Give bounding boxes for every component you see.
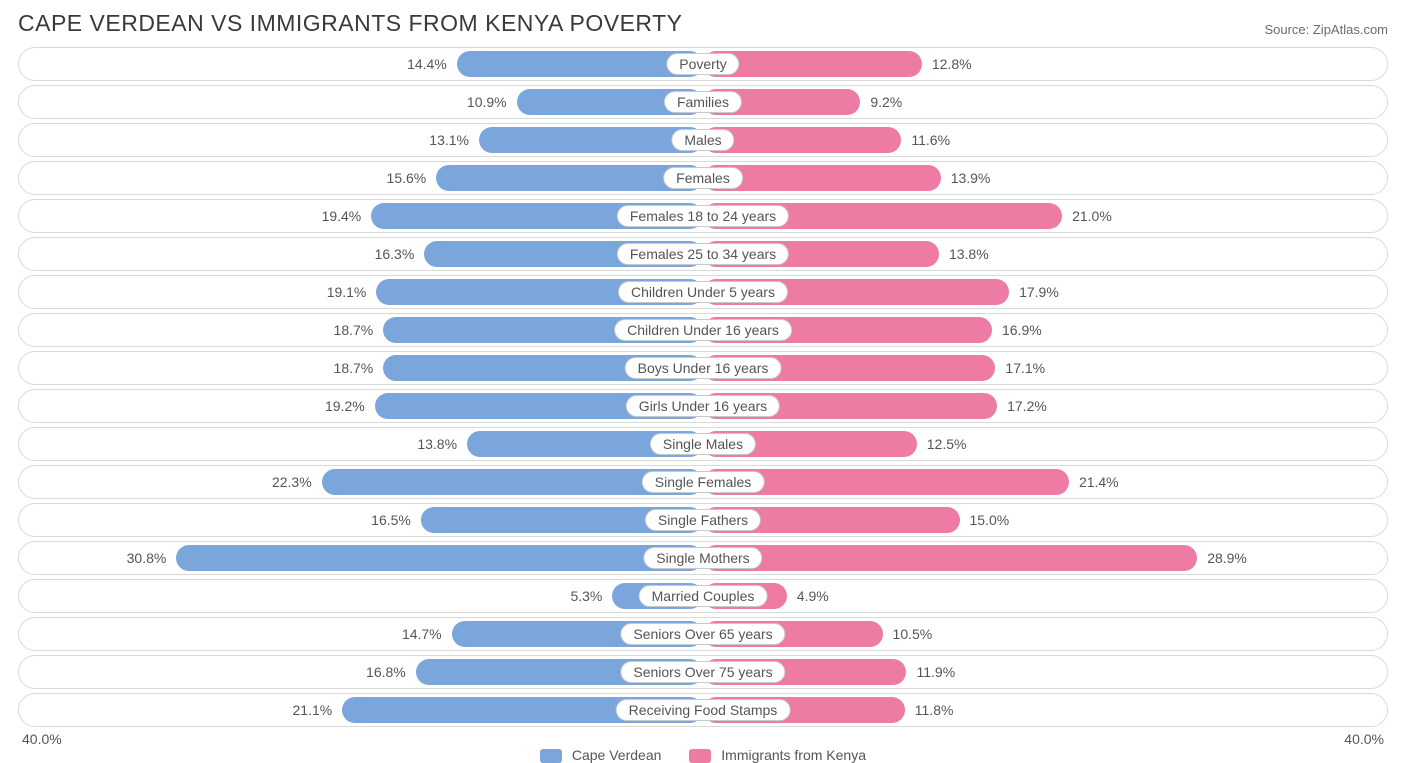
value-left: 13.8%: [417, 436, 457, 452]
category-label: Children Under 5 years: [618, 281, 788, 303]
legend: Cape Verdean Immigrants from Kenya: [540, 747, 866, 763]
category-label: Females 25 to 34 years: [617, 243, 789, 265]
category-label: Single Mothers: [643, 547, 762, 569]
category-label: Males: [671, 129, 734, 151]
value-left: 19.4%: [322, 208, 362, 224]
category-label: Seniors Over 75 years: [620, 661, 785, 683]
value-left: 14.7%: [402, 626, 442, 642]
category-label: Girls Under 16 years: [626, 395, 780, 417]
value-right: 15.0%: [970, 512, 1010, 528]
bar-left: [176, 545, 703, 571]
legend-swatch-left: [540, 749, 562, 763]
axis-left-max: 40.0%: [22, 731, 62, 747]
value-left: 15.6%: [387, 170, 427, 186]
chart-row: 16.5% 15.0% Single Fathers: [18, 503, 1388, 537]
legend-item-right: Immigrants from Kenya: [689, 747, 866, 763]
chart-row: 19.4% 21.0% Females 18 to 24 years: [18, 199, 1388, 233]
value-left: 16.3%: [375, 246, 415, 262]
category-label: Single Males: [650, 433, 756, 455]
chart-row: 19.1% 17.9% Children Under 5 years: [18, 275, 1388, 309]
value-left: 22.3%: [272, 474, 312, 490]
chart-row: 16.8% 11.9% Seniors Over 75 years: [18, 655, 1388, 689]
chart-row: 19.2% 17.2% Girls Under 16 years: [18, 389, 1388, 423]
chart-row: 13.1% 11.6% Males: [18, 123, 1388, 157]
category-label: Single Females: [642, 471, 765, 493]
bar-left: [479, 127, 703, 153]
value-right: 17.1%: [1005, 360, 1045, 376]
chart-row: 5.3% 4.9% Married Couples: [18, 579, 1388, 613]
legend-label-left: Cape Verdean: [572, 747, 662, 763]
x-axis-labels: 40.0% 40.0%: [18, 731, 1388, 747]
chart-row: 22.3% 21.4% Single Females: [18, 465, 1388, 499]
value-left: 19.2%: [325, 398, 365, 414]
value-right: 11.9%: [916, 664, 955, 680]
category-label: Females 18 to 24 years: [617, 205, 789, 227]
category-label: Families: [664, 91, 742, 113]
chart-row: 30.8% 28.9% Single Mothers: [18, 541, 1388, 575]
value-right: 17.2%: [1007, 398, 1047, 414]
legend-swatch-right: [689, 749, 711, 763]
chart-source: Source: ZipAtlas.com: [1264, 22, 1388, 37]
chart-row: 10.9% 9.2% Families: [18, 85, 1388, 119]
value-right: 12.5%: [927, 436, 967, 452]
chart-row: 18.7% 17.1% Boys Under 16 years: [18, 351, 1388, 385]
chart-row: 16.3% 13.8% Females 25 to 34 years: [18, 237, 1388, 271]
value-left: 16.5%: [371, 512, 411, 528]
value-left: 30.8%: [127, 550, 167, 566]
value-right: 21.4%: [1079, 474, 1119, 490]
chart-footer: 40.0% 40.0% Cape Verdean Immigrants from…: [18, 731, 1388, 753]
value-left: 21.1%: [293, 702, 333, 718]
value-right: 13.8%: [949, 246, 989, 262]
value-right: 10.5%: [893, 626, 933, 642]
chart-header: CAPE VERDEAN VS IMMIGRANTS FROM KENYA PO…: [18, 10, 1388, 37]
diverging-bar-chart: 14.4%12.8%Poverty10.9%9.2%Families13.1%1…: [18, 47, 1388, 727]
category-label: Single Fathers: [645, 509, 761, 531]
chart-title: CAPE VERDEAN VS IMMIGRANTS FROM KENYA PO…: [18, 10, 683, 37]
value-right: 12.8%: [932, 56, 972, 72]
chart-row: 18.7% 16.9% Children Under 16 years: [18, 313, 1388, 347]
value-right: 9.2%: [870, 94, 902, 110]
chart-row: 14.7% 10.5% Seniors Over 65 years: [18, 617, 1388, 651]
value-left: 18.7%: [334, 322, 374, 338]
value-left: 16.8%: [366, 664, 406, 680]
value-right: 4.9%: [797, 588, 829, 604]
chart-row: 15.6% 13.9% Females: [18, 161, 1388, 195]
category-label: Females: [663, 167, 743, 189]
value-left: 19.1%: [327, 284, 367, 300]
category-label: Seniors Over 65 years: [620, 623, 785, 645]
category-label: Receiving Food Stamps: [616, 699, 791, 721]
value-left: 10.9%: [467, 94, 507, 110]
value-right: 11.6%: [911, 132, 950, 148]
value-right: 17.9%: [1019, 284, 1059, 300]
value-right: 11.8%: [915, 702, 954, 718]
chart-row: 21.1% 11.8% Receiving Food Stamps: [18, 693, 1388, 727]
value-left: 18.7%: [334, 360, 374, 376]
chart-row: 14.4% 12.8% Poverty: [18, 47, 1388, 81]
category-label: Married Couples: [639, 585, 768, 607]
value-left: 14.4%: [407, 56, 447, 72]
value-left: 5.3%: [570, 588, 602, 604]
category-label: Children Under 16 years: [614, 319, 792, 341]
category-label: Boys Under 16 years: [625, 357, 782, 379]
bar-right: [703, 545, 1197, 571]
value-right: 13.9%: [951, 170, 991, 186]
axis-right-max: 40.0%: [1344, 731, 1384, 747]
value-right: 16.9%: [1002, 322, 1042, 338]
value-right: 28.9%: [1207, 550, 1247, 566]
value-left: 13.1%: [429, 132, 469, 148]
legend-label-right: Immigrants from Kenya: [721, 747, 866, 763]
chart-row: 13.8% 12.5% Single Males: [18, 427, 1388, 461]
legend-item-left: Cape Verdean: [540, 747, 661, 763]
category-label: Poverty: [666, 53, 739, 75]
value-right: 21.0%: [1072, 208, 1112, 224]
